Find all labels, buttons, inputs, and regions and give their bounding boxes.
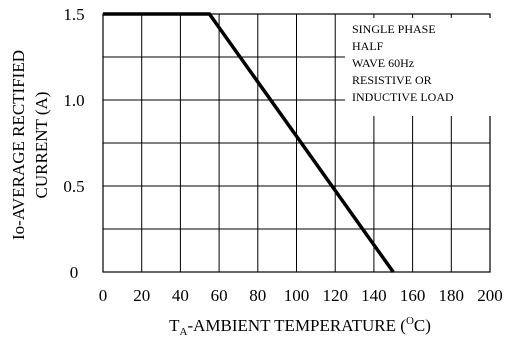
y-tick-label: 1.0 — [63, 91, 84, 110]
annotation-line-4: RESISTIVE OR — [352, 73, 432, 87]
x-axis-title-main: -AMBIENT TEMPERATURE ( — [187, 316, 406, 335]
x-axis-title-subscript: A — [179, 326, 187, 338]
x-tick-label: 200 — [477, 286, 503, 305]
y-axis-title-line-2: CURRENT (A) — [32, 92, 51, 199]
y-tick-label: 0 — [70, 263, 79, 282]
annotation-line-2: HALF — [352, 39, 384, 53]
x-tick-label: 20 — [133, 286, 150, 305]
x-tick-label: 140 — [361, 286, 387, 305]
x-tick-label: 0 — [99, 286, 108, 305]
x-axis-title-superscript: O — [406, 315, 414, 327]
x-axis-title-suffix: C) — [414, 316, 431, 335]
annotation-line-1: SINGLE PHASE — [352, 22, 436, 36]
x-tick-label: 180 — [439, 286, 465, 305]
x-tick-label: 60 — [211, 286, 228, 305]
plot-frame — [102, 13, 491, 273]
annotation-box: SINGLE PHASE HALF WAVE 60Hz RESISTIVE OR… — [345, 18, 491, 116]
x-axis-title-prefix: T — [169, 316, 180, 335]
annotation-line-5: INDUCTIVE LOAD — [352, 90, 454, 104]
x-tick-label: 40 — [172, 286, 189, 305]
tick-layer: 0 20 40 60 80 100 120 140 160 180 200 0 0.5 1.0 1.5 — [63, 5, 502, 305]
x-axis-title: TA-AMBIENT TEMPERATURE (OC) — [169, 315, 431, 338]
x-tick-label: 120 — [322, 286, 348, 305]
y-tick-label: 0.5 — [63, 177, 84, 196]
y-axis-title-line-1: Io-AVERAGE RECTIFIED — [9, 50, 28, 240]
x-tick-label: 160 — [400, 286, 426, 305]
series-layer — [102, 12, 395, 274]
annotation-line-3: WAVE 60Hz — [352, 56, 414, 70]
annotation-background — [345, 18, 491, 116]
x-tick-label: 100 — [284, 286, 310, 305]
y-tick-label: 1.5 — [63, 5, 84, 24]
x-tick-label: 80 — [249, 286, 266, 305]
